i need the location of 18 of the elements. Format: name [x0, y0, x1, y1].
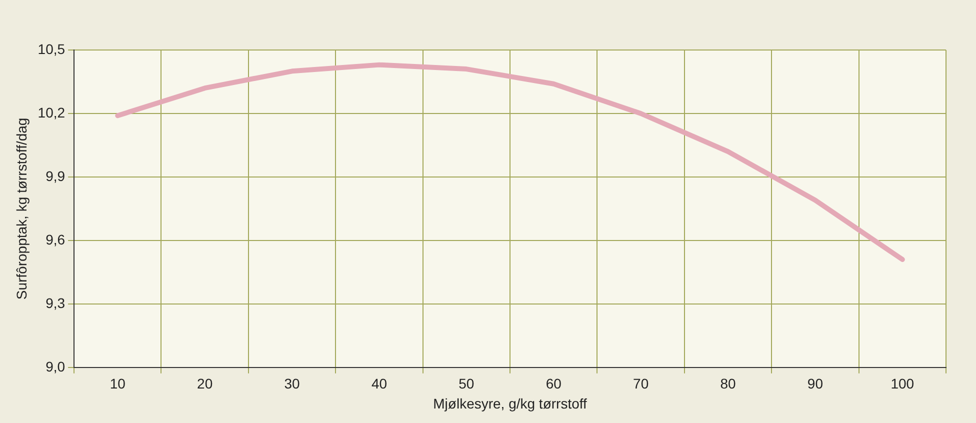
x-tick-label: 30 — [284, 376, 300, 392]
x-tick-label: 10 — [110, 376, 126, 392]
y-axis-title: Surfôropptak, kg tørrstoff/dag — [13, 118, 30, 300]
x-tick-label: 100 — [890, 376, 914, 392]
x-tick-label: 90 — [807, 376, 824, 392]
x-tick-label: 70 — [633, 376, 649, 392]
y-tick-label: 9,3 — [46, 294, 66, 311]
y-tick-label: 9,9 — [46, 168, 66, 184]
x-tick-label: 60 — [546, 376, 562, 392]
x-tick-label: 80 — [720, 376, 736, 392]
y-tick-label: 10,5 — [38, 40, 66, 57]
x-tick-label: 40 — [371, 376, 388, 392]
x-tick-label: 50 — [458, 376, 474, 392]
x-axis-title: Mjølkesyre, g/kg tørrstoff — [433, 395, 588, 412]
y-tick-label: 10,2 — [38, 104, 66, 120]
y-tick-label: 9,6 — [46, 231, 66, 248]
x-tick-label: 20 — [197, 376, 213, 392]
y-tick-label: 9,0 — [46, 358, 66, 374]
